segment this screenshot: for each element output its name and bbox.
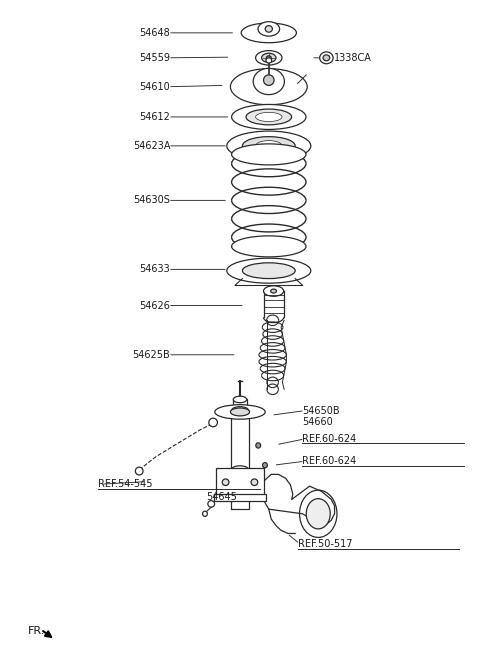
Text: 54648: 54648: [140, 28, 170, 38]
Ellipse shape: [208, 501, 215, 507]
Ellipse shape: [246, 109, 292, 125]
Text: 54610: 54610: [140, 81, 170, 92]
Ellipse shape: [135, 467, 143, 475]
Ellipse shape: [256, 443, 261, 448]
FancyBboxPatch shape: [231, 411, 249, 470]
Ellipse shape: [256, 112, 282, 122]
Text: 54660: 54660: [302, 417, 333, 427]
Ellipse shape: [256, 141, 282, 151]
Ellipse shape: [209, 419, 217, 427]
Ellipse shape: [258, 22, 279, 36]
Ellipse shape: [271, 289, 276, 293]
Ellipse shape: [230, 69, 307, 105]
Text: REF.60-624: REF.60-624: [302, 434, 357, 444]
Ellipse shape: [232, 104, 306, 129]
Ellipse shape: [266, 56, 271, 60]
Ellipse shape: [251, 479, 258, 486]
Text: 54630S: 54630S: [133, 195, 170, 206]
FancyBboxPatch shape: [214, 494, 266, 501]
Text: 54645: 54645: [206, 491, 237, 502]
Ellipse shape: [263, 463, 267, 468]
Ellipse shape: [266, 58, 272, 63]
Ellipse shape: [222, 479, 229, 486]
Ellipse shape: [300, 490, 337, 537]
Ellipse shape: [242, 137, 295, 155]
Ellipse shape: [253, 68, 284, 95]
Text: REF.60-624: REF.60-624: [302, 456, 357, 466]
Ellipse shape: [262, 53, 276, 62]
Ellipse shape: [242, 263, 295, 279]
Ellipse shape: [233, 396, 247, 403]
Ellipse shape: [230, 408, 250, 416]
Ellipse shape: [231, 466, 249, 474]
Text: 54650B: 54650B: [302, 405, 340, 416]
Ellipse shape: [241, 23, 297, 43]
Ellipse shape: [320, 52, 333, 64]
Text: 1338CA: 1338CA: [334, 53, 372, 63]
Ellipse shape: [215, 405, 265, 419]
Text: 54623A: 54623A: [133, 141, 170, 151]
Ellipse shape: [306, 499, 330, 529]
Ellipse shape: [232, 236, 306, 257]
Ellipse shape: [203, 511, 207, 516]
Text: 54626: 54626: [140, 300, 170, 311]
Ellipse shape: [227, 131, 311, 161]
Ellipse shape: [232, 144, 306, 165]
Text: 54625B: 54625B: [132, 350, 170, 360]
Ellipse shape: [227, 258, 311, 283]
Text: 54559: 54559: [139, 53, 170, 63]
FancyBboxPatch shape: [231, 493, 249, 509]
Ellipse shape: [323, 55, 330, 61]
Ellipse shape: [265, 26, 273, 32]
Text: FR.: FR.: [28, 625, 45, 636]
Ellipse shape: [231, 407, 249, 415]
Ellipse shape: [264, 75, 274, 85]
Ellipse shape: [264, 286, 284, 296]
Text: REF.54-545: REF.54-545: [98, 479, 153, 489]
FancyBboxPatch shape: [216, 468, 264, 496]
Text: REF.50-517: REF.50-517: [298, 539, 352, 549]
Text: 54633: 54633: [140, 264, 170, 275]
Text: 54612: 54612: [140, 112, 170, 122]
Ellipse shape: [256, 51, 282, 65]
FancyBboxPatch shape: [233, 399, 247, 407]
